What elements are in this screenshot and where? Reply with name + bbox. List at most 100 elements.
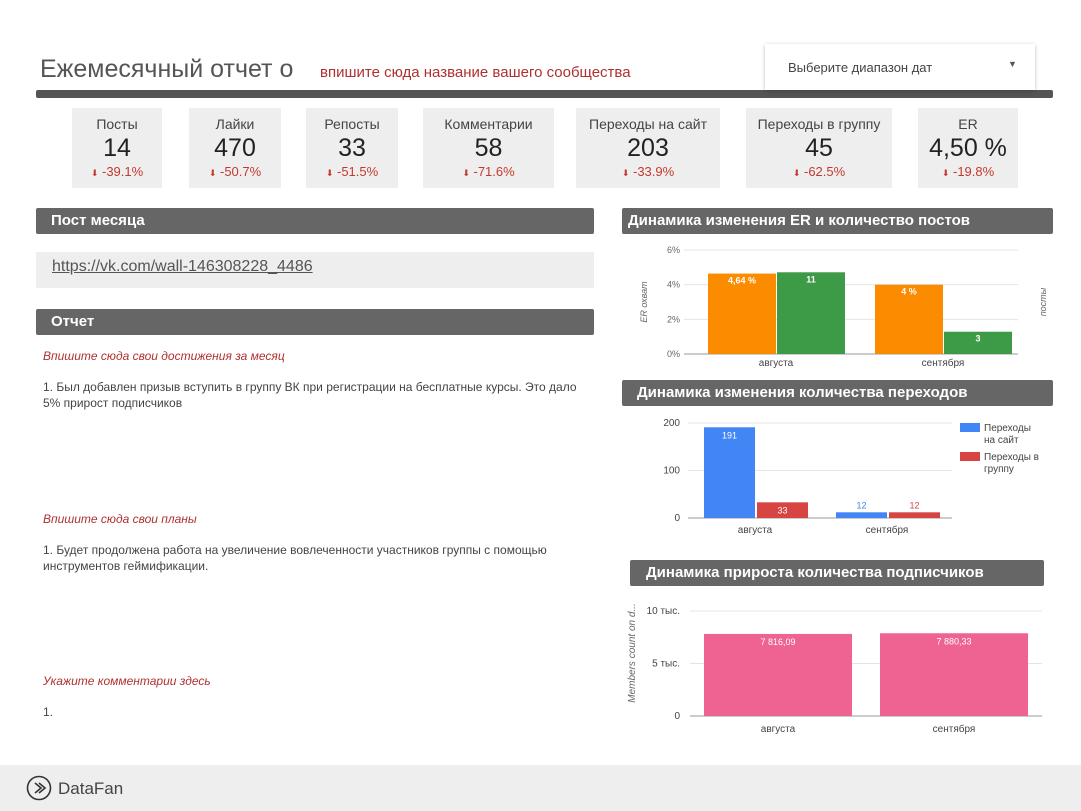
post-of-month-header: Пост месяца xyxy=(36,208,594,234)
kpi-label: Переходы на сайт xyxy=(589,116,707,132)
achievements-text[interactable]: 1. Был добавлен призыв вступить в группу… xyxy=(43,380,577,410)
bar xyxy=(889,512,940,518)
kpi-delta: ⬇ -71.6% xyxy=(423,164,554,179)
legend-label: группу xyxy=(984,464,1014,475)
x-tick-label: сентября xyxy=(933,723,976,735)
kpi-delta: ⬇ -19.8% xyxy=(918,164,1018,179)
bar xyxy=(757,502,808,518)
comments-text[interactable]: 1. xyxy=(43,705,54,719)
kpi-delta: ⬇ -51.5% xyxy=(306,164,398,179)
kpi-label: Лайки xyxy=(215,116,255,132)
y-tick-label: 4% xyxy=(667,280,680,290)
x-tick-label: августа xyxy=(738,525,773,536)
kpi-delta-value: -71.6% xyxy=(473,164,515,179)
bar xyxy=(777,272,845,354)
bar-data-label: 12 xyxy=(909,500,919,510)
bar xyxy=(880,633,1028,716)
bar xyxy=(836,512,887,518)
brand-name: DataFan xyxy=(58,779,124,798)
bar-data-label: 191 xyxy=(722,430,737,440)
kpi-delta: ⬇ -62.5% xyxy=(746,164,892,179)
kpi-card-er: ER 4,50 % ⬇ -19.8% xyxy=(918,108,1018,188)
x-tick-label: августа xyxy=(759,358,794,369)
chart-er-header: Динамика изменения ER и количество посто… xyxy=(622,208,1053,234)
kpi-card-likes: Лайки 470 ⬇ -50.7% xyxy=(189,108,281,188)
bar-data-label: 3 xyxy=(975,334,980,344)
kpi-delta-value: -33.9% xyxy=(632,164,675,179)
kpi-value: 45 xyxy=(805,134,833,162)
dropdown-arrow-icon[interactable]: ▼ xyxy=(1008,59,1017,69)
title-underline xyxy=(36,90,1053,98)
kpi-label: Комментарии xyxy=(444,116,533,132)
arrow-down-icon: ⬇ xyxy=(90,168,99,178)
arrow-down-icon: ⬇ xyxy=(792,168,801,178)
kpi-value: 470 xyxy=(214,134,256,162)
arrow-down-icon: ⬇ xyxy=(462,168,470,178)
bar-data-label: 12 xyxy=(856,500,866,510)
legend-swatch xyxy=(960,452,980,461)
kpi-card-group-visits: Переходы в группу 45 ⬇ -62.5% xyxy=(746,108,892,188)
kpi-delta: ⬇ -39.1% xyxy=(72,164,162,179)
post-of-month-link[interactable]: https://vk.com/wall-146308228_4486 xyxy=(52,258,313,275)
legend-label: Переходы в xyxy=(984,452,1039,463)
y-tick-label: 2% xyxy=(667,314,680,324)
bar-data-label: 33 xyxy=(777,505,787,515)
bar-data-label: 7 816,09 xyxy=(760,637,795,647)
bar xyxy=(704,427,755,518)
y-tick-label: 6% xyxy=(667,245,680,255)
kpi-delta: ⬇ -50.7% xyxy=(189,164,281,179)
y-tick-label: 0% xyxy=(667,349,680,359)
legend-label: на сайт xyxy=(984,435,1019,446)
date-range-picker[interactable]: Выберите диапазон дат ▼ xyxy=(765,44,1035,90)
comments-prompt: Укажите комментарии здесь xyxy=(43,674,211,688)
date-range-label: Выберите диапазон дат xyxy=(788,60,933,75)
footer: DataFan xyxy=(0,765,1081,811)
report-header: Отчет xyxy=(36,309,594,335)
kpi-delta-value: -39.1% xyxy=(101,164,144,179)
bar xyxy=(944,331,1012,354)
arrow-down-icon: ⬇ xyxy=(621,168,630,178)
bar-data-label: 11 xyxy=(806,274,816,284)
kpi-value: 14 xyxy=(103,134,131,162)
kpi-value: 4,50 % xyxy=(929,134,1007,162)
kpi-delta: ⬇ -33.9% xyxy=(576,164,720,179)
bar-data-label: 4 % xyxy=(901,287,917,297)
bar xyxy=(708,273,776,354)
arrow-down-icon: ⬇ xyxy=(325,168,334,178)
kpi-delta-value: -19.8% xyxy=(952,164,995,179)
kpi-value: 33 xyxy=(338,134,366,162)
kpi-value: 203 xyxy=(627,134,669,162)
kpi-delta-value: -62.5% xyxy=(803,164,846,179)
x-tick-label: сентября xyxy=(922,357,965,369)
community-name-placeholder[interactable]: впишите сюда название вашего сообщества xyxy=(320,64,631,81)
kpi-card-posts: Посты 14 ⬇ -39.1% xyxy=(72,108,162,188)
arrow-down-icon: ⬇ xyxy=(941,168,950,178)
page-title: Ежемесячный отчет о xyxy=(40,55,294,83)
x-tick-label: сентября xyxy=(866,524,909,536)
plans-text[interactable]: 1. Будет продолжена работа на увеличение… xyxy=(43,543,547,573)
kpi-card-reposts: Репосты 33 ⬇ -51.5% xyxy=(306,108,398,188)
chart-members-header: Динамика прироста количества подписчиков xyxy=(630,560,1044,586)
y-axis-label: Members count on d... xyxy=(627,603,638,703)
y-tick-label: 10 тыс. xyxy=(647,606,680,617)
kpi-card-comments: Комментарии 58 ⬇ -71.6% xyxy=(423,108,554,188)
datafan-logo-icon xyxy=(26,775,52,801)
bar xyxy=(704,633,852,716)
er-posts-chart: 0% 2% 4% 6% ER охват посты 4,64 % 11 августа 4 % 3… xyxy=(639,245,1048,369)
post-link-box: https://vk.com/wall-146308228_4486 xyxy=(36,252,594,288)
visits-chart: 0 100 200 191 33 августа 12 12 сентября Переходын… xyxy=(663,418,1039,536)
kpi-label: ER xyxy=(958,116,978,132)
y-axis-label: ER охват xyxy=(639,281,649,323)
bar xyxy=(875,284,943,354)
y-tick-label: 0 xyxy=(674,513,680,524)
kpi-label: Переходы в группу xyxy=(757,116,881,132)
y-tick-label: 200 xyxy=(663,418,680,429)
kpi-value: 58 xyxy=(474,134,503,162)
members-chart: 0 5 тыс. 10 тыс. Members count on d... 7 816… xyxy=(627,603,1042,735)
achievements-prompt: Впишите сюда свои достижения за месяц xyxy=(43,349,285,363)
kpi-card-site-visits: Переходы на сайт 203 ⬇ -33.9% xyxy=(576,108,720,188)
kpi-label: Репосты xyxy=(324,116,380,132)
y-tick-label: 100 xyxy=(663,466,680,477)
y2-axis-label: посты xyxy=(1038,287,1048,316)
plans-prompt: Впишите сюда свои планы xyxy=(43,512,197,526)
